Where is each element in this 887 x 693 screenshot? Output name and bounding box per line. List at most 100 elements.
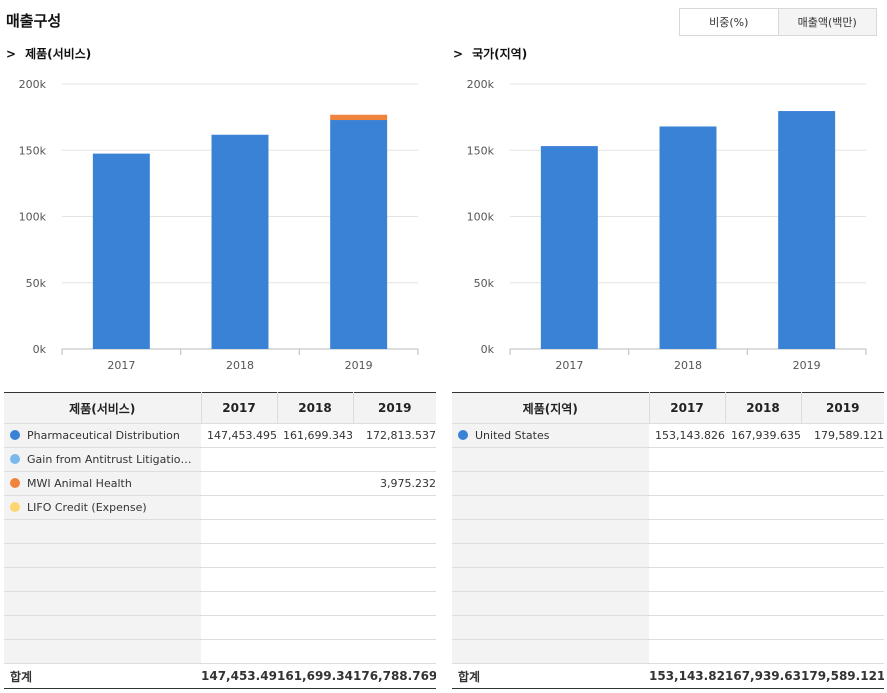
row-name-cell xyxy=(452,567,649,592)
value-cell xyxy=(801,495,884,520)
row-name-cell: United States xyxy=(452,423,649,448)
value-cell xyxy=(649,447,725,472)
row-name-cell xyxy=(452,471,649,496)
value-cell xyxy=(725,543,801,568)
row-name-cell xyxy=(452,519,649,544)
table-row: Gain from Antitrust Litigatio… xyxy=(4,447,436,472)
table-row: United States 153,143.826 167,939.635 179,5… xyxy=(452,423,884,448)
value-cell xyxy=(649,495,725,520)
y-tick-label: 200k xyxy=(19,78,47,91)
table-row xyxy=(4,543,436,568)
value-cell xyxy=(353,567,436,592)
total-label: 합계 xyxy=(4,663,201,689)
value-cell xyxy=(201,447,277,472)
value-cell xyxy=(353,543,436,568)
table-row xyxy=(4,639,436,664)
x-tick-label: 2019 xyxy=(793,359,821,372)
bar xyxy=(211,134,269,349)
table-row xyxy=(452,519,884,544)
table-row xyxy=(452,591,884,616)
value-cell xyxy=(353,495,436,520)
region-section-title: > 국가(지역) xyxy=(453,45,527,62)
row-name-cell xyxy=(4,519,201,544)
value-cell xyxy=(353,519,436,544)
legend-dot-icon xyxy=(10,430,20,440)
column-header: 2019 xyxy=(801,392,884,424)
table-row xyxy=(452,615,884,640)
legend-dot-icon xyxy=(10,454,20,464)
value-cell xyxy=(725,495,801,520)
table-row xyxy=(452,495,884,520)
total-row: 합계 153,143.826 167,939.635 179,589.121 xyxy=(452,663,884,689)
value-cell: 172,813.537 xyxy=(353,423,436,448)
amount-toggle-button[interactable]: 매출액(백만) xyxy=(777,9,876,35)
value-cell: 3,975.232 xyxy=(353,471,436,496)
value-cell xyxy=(353,639,436,664)
total-value-cell: 176,788.769 xyxy=(353,663,436,689)
row-name-cell xyxy=(4,591,201,616)
ratio-toggle-button[interactable]: 비중(%) xyxy=(680,9,778,35)
table-row xyxy=(4,591,436,616)
row-label: LIFO Credit (Expense) xyxy=(27,501,147,514)
row-name-cell xyxy=(452,615,649,640)
value-cell xyxy=(201,543,277,568)
legend-dot-icon xyxy=(10,478,20,488)
region-section-label: 국가(지역) xyxy=(472,47,528,61)
value-cell xyxy=(353,615,436,640)
value-cell xyxy=(649,543,725,568)
row-label: MWI Animal Health xyxy=(27,477,132,490)
column-header: 제품(서비스) xyxy=(4,392,202,424)
total-row: 합계 147,453.495 161,699.343 176,788.769 xyxy=(4,663,436,689)
y-tick-label: 100k xyxy=(467,211,495,224)
column-header: 2017 xyxy=(201,392,278,424)
row-name-cell: MWI Animal Health xyxy=(4,471,201,496)
y-tick-label: 0k xyxy=(33,343,47,356)
row-name-cell: LIFO Credit (Expense) xyxy=(4,495,201,520)
view-toggle: 비중(%) 매출액(백만) xyxy=(679,8,877,36)
total-value-cell: 147,453.495 xyxy=(201,663,277,689)
product-section-label: 제품(서비스) xyxy=(25,47,92,61)
legend-dot-icon xyxy=(458,430,468,440)
value-cell xyxy=(725,639,801,664)
column-header: 2017 xyxy=(649,392,726,424)
total-label: 합계 xyxy=(452,663,649,689)
row-name-cell: Gain from Antitrust Litigatio… xyxy=(4,447,201,472)
value-cell xyxy=(801,543,884,568)
value-cell xyxy=(725,447,801,472)
y-tick-label: 0k xyxy=(481,343,495,356)
value-cell xyxy=(649,567,725,592)
table-row xyxy=(452,471,884,496)
value-cell xyxy=(277,519,353,544)
value-cell xyxy=(201,615,277,640)
value-cell xyxy=(725,615,801,640)
column-header: 2018 xyxy=(277,392,354,424)
y-tick-label: 150k xyxy=(19,144,47,157)
bar xyxy=(330,114,388,121)
bar xyxy=(540,146,598,349)
product-revenue-chart: 0k 50k 100k 150k 200k 2017 2018 2019 xyxy=(19,78,419,372)
row-name-cell xyxy=(4,639,201,664)
bar xyxy=(330,120,388,349)
row-name-cell xyxy=(452,591,649,616)
value-cell: 179,589.121 xyxy=(801,423,884,448)
value-cell: 167,939.635 xyxy=(725,423,801,448)
table-row xyxy=(452,447,884,472)
value-cell xyxy=(801,591,884,616)
value-cell: 153,143.826 xyxy=(649,423,725,448)
value-cell xyxy=(649,639,725,664)
table-row xyxy=(4,567,436,592)
value-cell xyxy=(201,639,277,664)
table-row xyxy=(4,519,436,544)
table-row: MWI Animal Health 3,975.232 xyxy=(4,471,436,496)
product-revenue-table: 제품(서비스) 2017 2018 2019 Pharmaceutical Di… xyxy=(4,392,436,689)
value-cell xyxy=(725,519,801,544)
value-cell xyxy=(649,519,725,544)
value-cell xyxy=(277,495,353,520)
total-value-cell: 167,939.635 xyxy=(725,663,801,689)
row-name-cell xyxy=(4,543,201,568)
region-revenue-table: 제품(지역) 2017 2018 2019 United States 153,1… xyxy=(452,392,884,689)
total-value-cell: 161,699.343 xyxy=(277,663,353,689)
value-cell xyxy=(277,543,353,568)
row-name-cell xyxy=(452,543,649,568)
chevron-right-icon: > xyxy=(453,47,464,61)
